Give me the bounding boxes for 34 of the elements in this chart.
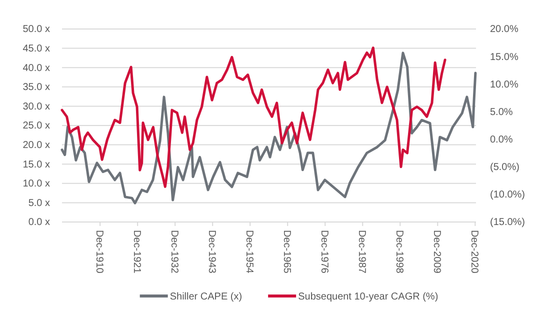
y-tick-label: 25.0 x (22, 120, 50, 132)
x-tick-label: Dec-2020 (468, 230, 480, 274)
x-tick-label: Dec-1976 (318, 230, 330, 274)
y2-tick-label: 5.0% (490, 106, 513, 118)
x-tick-label: Dec-1943 (206, 230, 218, 274)
x-tick-label: Dec-1921 (131, 230, 142, 274)
x-tick-label: Dec-2009 (431, 230, 442, 274)
y2-tick-label: 20.0% (490, 24, 518, 36)
x-tick-label: Dec-1954 (244, 230, 255, 274)
y-tick-label: 15.0 x (22, 159, 50, 170)
y2-tick-label: 15.0% (490, 52, 518, 63)
y-tick-label: 30.0 x (22, 101, 50, 112)
x-tick-label: Dec-1965 (281, 230, 292, 274)
y-tick-label: 5.0 x (28, 198, 50, 209)
legend-label: Subsequent 10-year CAGR (%) (298, 292, 438, 302)
y2-tick-label: (5.0%) (490, 162, 520, 174)
x-tick-label: Dec-1932 (168, 230, 180, 274)
y-tick-label: 0.0 x (28, 217, 50, 228)
y2-tick-label: (10.0%) (490, 190, 526, 201)
line-series (60, 46, 446, 188)
y2-tick-label: 0.0% (490, 134, 513, 146)
x-tick-label: Dec-1910 (94, 230, 105, 274)
y-tick-label: 40.0 x (22, 62, 50, 74)
x-tick-label: Dec-1998 (394, 230, 405, 274)
y-tick-label: 20.0 x (22, 140, 50, 151)
y-tick-label: 45.0 x (22, 44, 50, 54)
x-tick-label: Dec-1987 (356, 230, 368, 274)
y2-tick-label: (15.0%) (490, 217, 526, 228)
y-tick-label: 50.0 x (22, 24, 50, 36)
line-series (60, 52, 477, 204)
y-tick-label: 10.0 x (22, 178, 50, 190)
legend-label: Shiller CAPE (x) (170, 292, 242, 302)
y2-tick-label: 10.0% (490, 79, 518, 90)
y-tick-label: 35.0 x (22, 82, 50, 94)
